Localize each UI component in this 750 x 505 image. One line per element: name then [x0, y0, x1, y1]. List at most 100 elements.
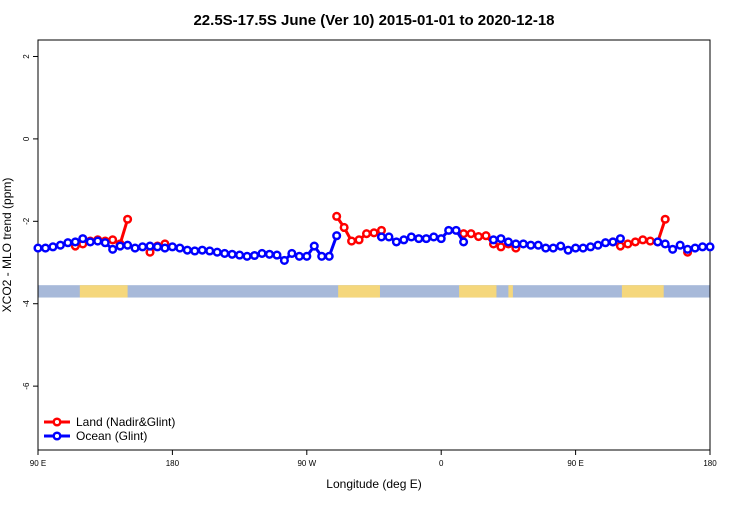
data-point	[668, 244, 678, 254]
data-point	[123, 240, 133, 250]
data-point	[332, 231, 342, 241]
data-point	[518, 239, 528, 249]
data-point	[414, 234, 424, 244]
data-point	[459, 237, 469, 247]
data-point	[645, 236, 655, 246]
data-point	[660, 214, 670, 224]
data-point	[115, 241, 125, 251]
data-point	[436, 234, 446, 244]
data-point	[324, 251, 334, 261]
data-point	[197, 245, 207, 255]
data-point	[55, 240, 65, 250]
data-point	[347, 236, 357, 246]
data-point	[541, 243, 551, 253]
data-point	[585, 242, 596, 252]
data-point	[212, 247, 222, 257]
data-point	[100, 238, 110, 248]
data-point	[123, 214, 133, 224]
data-point	[317, 251, 327, 261]
data-point	[511, 239, 521, 249]
data-point	[354, 235, 364, 245]
data-point	[473, 232, 484, 242]
legend-label: Ocean (Glint)	[76, 429, 147, 443]
data-point	[205, 246, 215, 256]
data-point	[130, 243, 140, 253]
data-point	[175, 243, 185, 253]
data-point	[369, 228, 379, 238]
y-axis-label: XCO2 - MLO trend (ppm)	[0, 178, 14, 313]
land-band	[621, 285, 664, 298]
data-point	[249, 250, 260, 261]
data-point	[220, 248, 230, 258]
y-tick-label: -6	[22, 382, 31, 390]
data-point	[93, 236, 103, 246]
x-tick-label: 0	[439, 459, 444, 468]
data-point	[63, 238, 73, 248]
land-band	[508, 285, 513, 298]
data-point	[40, 243, 51, 253]
data-point	[152, 242, 163, 252]
data-point	[571, 243, 581, 253]
data-point	[556, 241, 566, 251]
data-point	[272, 250, 282, 260]
data-point	[429, 232, 439, 242]
data-point	[488, 235, 499, 245]
data-point	[496, 242, 506, 252]
land-band	[79, 285, 128, 298]
x-tick-label: 90 W	[297, 459, 316, 468]
data-point	[466, 229, 476, 239]
data-point	[287, 248, 297, 258]
data-point	[399, 235, 409, 245]
data-point	[339, 222, 349, 233]
data-point	[496, 234, 506, 244]
data-point	[108, 235, 118, 245]
data-point	[683, 244, 693, 254]
data-point	[361, 229, 372, 239]
data-point	[563, 245, 573, 255]
data-point	[160, 243, 170, 253]
data-point	[257, 248, 267, 258]
data-point	[309, 241, 319, 251]
data-point	[242, 251, 252, 261]
data-point	[608, 237, 618, 247]
legend-marker	[52, 417, 62, 427]
x-tick-label: 180	[166, 459, 180, 468]
data-point	[167, 242, 177, 252]
x-tick-label: 90 E	[30, 459, 46, 468]
x-tick-label: 180	[703, 459, 717, 468]
data-point	[526, 240, 536, 250]
data-point	[376, 232, 387, 242]
data-point	[48, 242, 58, 252]
data-point	[503, 237, 513, 247]
data-point	[623, 239, 633, 249]
data-point	[332, 211, 342, 221]
data-point	[294, 251, 304, 261]
data-point	[533, 240, 543, 250]
legend-marker	[52, 431, 62, 441]
data-point	[235, 250, 245, 260]
data-point	[190, 246, 200, 256]
data-point	[444, 225, 454, 235]
legend-label: Land (Nadir&Glint)	[76, 415, 175, 429]
data-point	[145, 241, 155, 251]
data-point	[653, 237, 663, 247]
data-point	[108, 244, 118, 254]
data-point	[78, 234, 88, 244]
y-tick-label: 2	[22, 54, 31, 59]
land-band	[459, 285, 497, 298]
x-axis-label: Longitude (deg E)	[326, 477, 421, 491]
data-point	[593, 240, 603, 250]
data-point	[406, 232, 416, 242]
data-point	[384, 232, 394, 242]
data-point	[660, 239, 670, 249]
data-point	[481, 231, 491, 241]
data-point	[70, 237, 80, 247]
y-tick-label: -2	[22, 217, 31, 225]
data-point	[137, 242, 148, 252]
data-point	[302, 251, 312, 261]
chart-title: 22.5S-17.5S June (Ver 10) 2015-01-01 to …	[193, 12, 554, 29]
data-point	[182, 245, 192, 255]
data-point	[638, 235, 648, 245]
data-point	[451, 225, 461, 235]
